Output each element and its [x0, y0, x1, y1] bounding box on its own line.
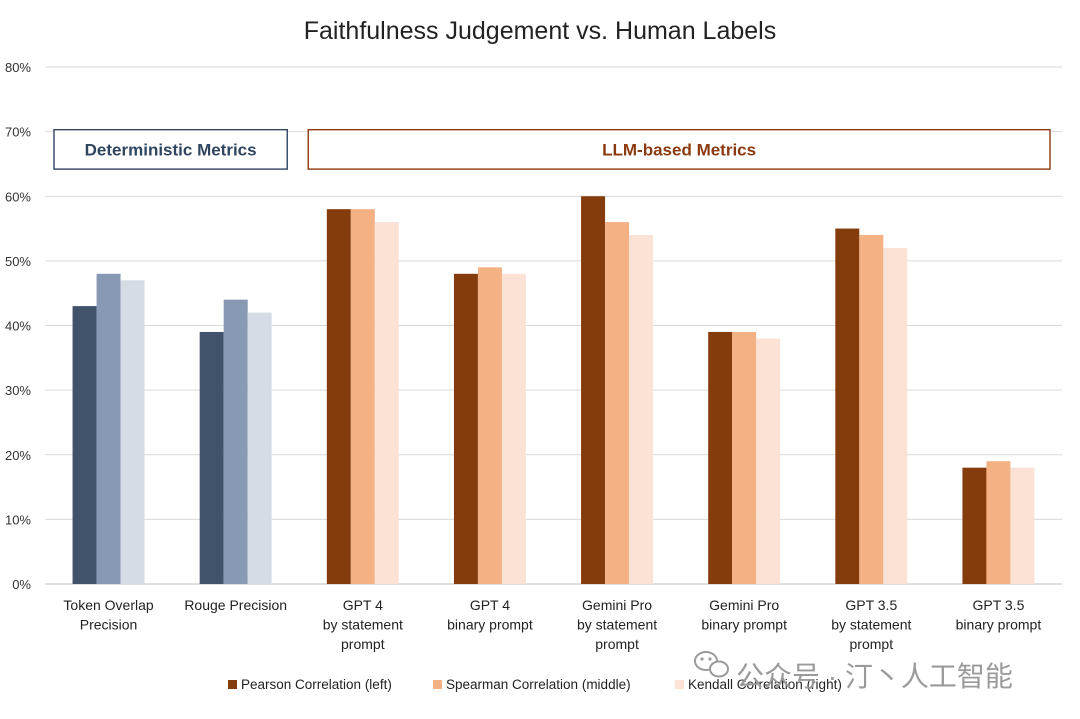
bar [835, 228, 860, 584]
group-boxes: Deterministic Metrics LLM-based Metrics [53, 128, 1051, 170]
bar [883, 247, 908, 584]
chart-title: Faithfulness Judgement vs. Human Labels [304, 17, 776, 45]
x-category-label: GPT 4 binary prompt [447, 597, 533, 633]
x-category-label: Token Overlap Precision [63, 597, 153, 633]
x-category-label: Gemini Pro binary prompt [701, 597, 787, 633]
legend-swatch [228, 680, 237, 689]
bar [501, 273, 526, 584]
y-tick-label: 60% [5, 189, 31, 204]
x-category-label: GPT 4 by statement prompt [323, 597, 403, 652]
y-tick-label: 50% [5, 254, 31, 269]
bar [199, 331, 224, 584]
legend-label: Spearman Correlation (middle) [446, 677, 631, 692]
bar [962, 467, 987, 584]
bar [605, 222, 630, 584]
y-tick-label: 20% [5, 448, 31, 463]
legend-label: Kendall Correlation (right) [688, 677, 842, 692]
group-label: LLM-based Metrics [602, 140, 756, 159]
y-tick-label: 10% [5, 512, 31, 527]
bar [581, 196, 606, 584]
bar [986, 461, 1011, 584]
bar [732, 331, 757, 584]
bar [859, 235, 884, 584]
bar [629, 235, 654, 584]
y-axis-ticks: 0% 10% 20% 30% 40% 50% 60% 70% 80% [5, 60, 31, 592]
bar [477, 267, 502, 584]
x-category-label: GPT 3.5 by statement prompt [831, 597, 911, 652]
bar [374, 222, 399, 584]
wechat-icon [694, 651, 729, 678]
bar [96, 273, 121, 584]
watermark-text: 公众号 · 汀丶人工智能 [736, 661, 1013, 692]
x-category-label: GPT 3.5 binary prompt [956, 597, 1042, 633]
bar [1010, 467, 1035, 584]
legend-label: Pearson Correlation (left) [241, 677, 392, 692]
y-tick-label: 80% [5, 60, 31, 75]
y-tick-label: 30% [5, 383, 31, 398]
bar [756, 338, 781, 584]
watermark: 公众号 · 汀丶人工智能 [694, 651, 1013, 692]
bar [247, 312, 272, 584]
legend: Pearson Correlation (left) Spearman Corre… [228, 677, 842, 692]
bar [120, 280, 145, 584]
bar [350, 209, 375, 585]
group-label: Deterministic Metrics [85, 140, 257, 159]
bar [223, 299, 248, 584]
y-tick-label: 70% [5, 125, 31, 140]
bar [72, 306, 97, 584]
legend-swatch [675, 680, 684, 689]
legend-swatch [433, 680, 442, 689]
group-box [307, 128, 1051, 170]
y-tick-label: 0% [12, 577, 31, 592]
group-box [53, 128, 288, 170]
category-labels: Token Overlap Precision Rouge Precision GPT… [63, 597, 1041, 652]
bar [326, 209, 351, 585]
x-category-label: Rouge Precision [184, 597, 287, 613]
bars [72, 196, 1035, 585]
bar [708, 331, 733, 584]
x-category-label: Gemini Pro by statement prompt [577, 597, 657, 652]
bar [453, 273, 478, 584]
y-tick-label: 40% [5, 319, 31, 334]
